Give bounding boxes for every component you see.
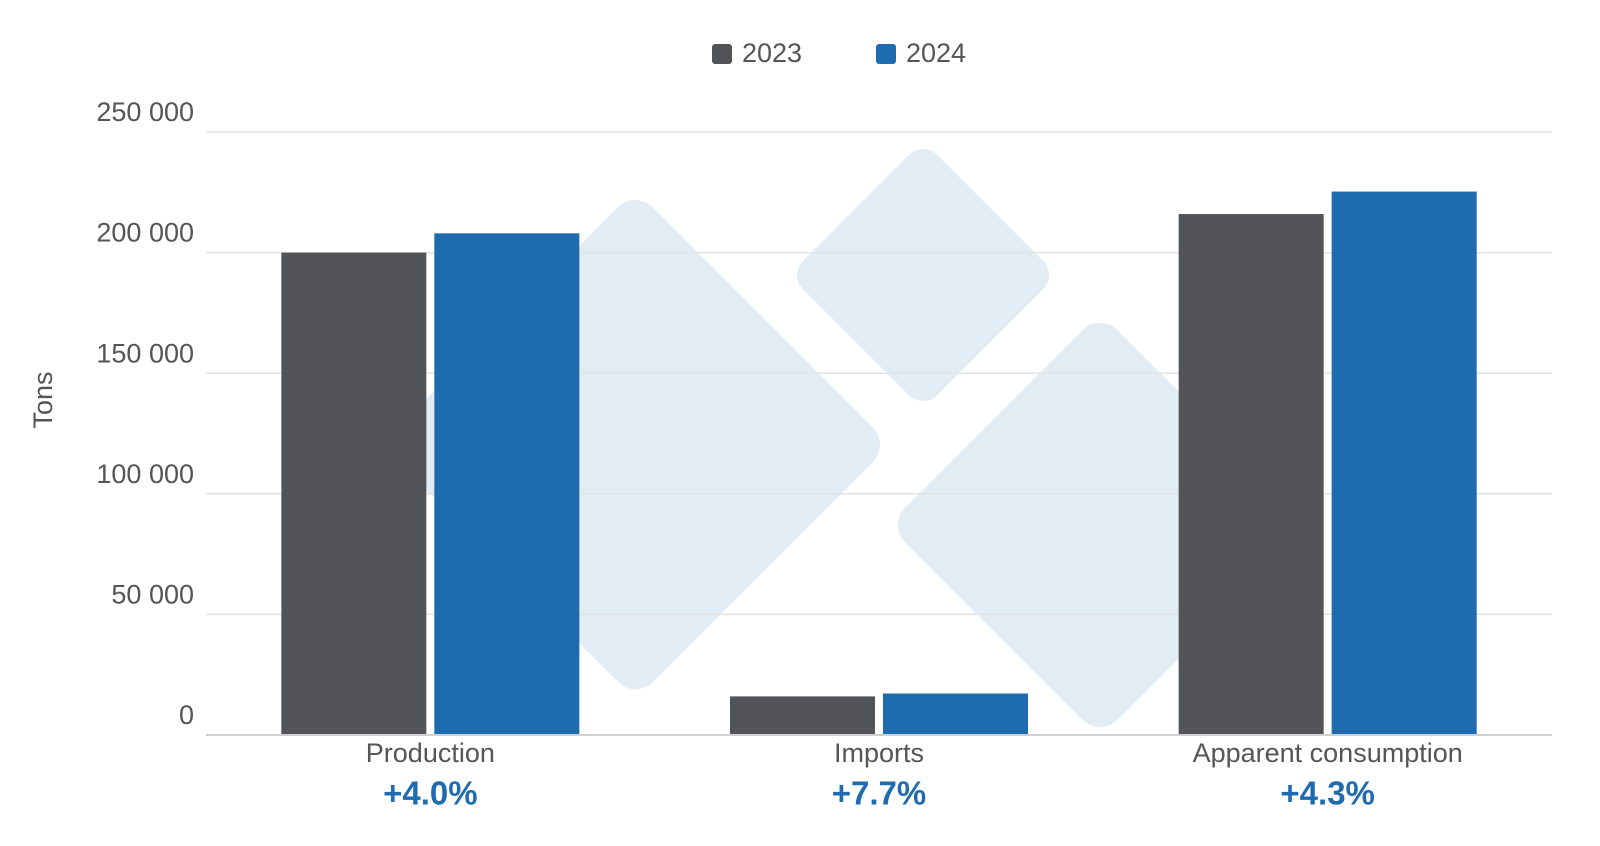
category-annotation: +4.3%: [1280, 775, 1375, 812]
category-annotation: +4.0%: [383, 775, 478, 812]
y-tick-label: 200 000: [96, 218, 194, 248]
bar: [730, 696, 875, 735]
y-axis-label: Tons: [28, 371, 58, 428]
legend-label: 2024: [906, 38, 966, 68]
legend-swatch: [876, 44, 896, 64]
y-tick-label: 150 000: [96, 338, 194, 368]
category-annotation: +7.7%: [832, 775, 927, 812]
legend-label: 2023: [742, 38, 802, 68]
y-tick-label: 250 000: [96, 97, 194, 127]
legend-swatch: [712, 44, 732, 64]
bar: [434, 233, 580, 735]
x-tick-label: Imports: [834, 738, 924, 768]
x-tick-label: Apparent consumption: [1193, 738, 1463, 768]
bar: [1331, 191, 1477, 735]
bar: [281, 252, 427, 735]
bar: [1178, 214, 1324, 735]
y-tick-label: 50 000: [111, 580, 194, 610]
y-tick-label: 100 000: [96, 459, 194, 489]
y-tick-label: 0: [179, 700, 194, 730]
bar: [883, 693, 1028, 735]
x-tick-label: Production: [366, 738, 495, 768]
